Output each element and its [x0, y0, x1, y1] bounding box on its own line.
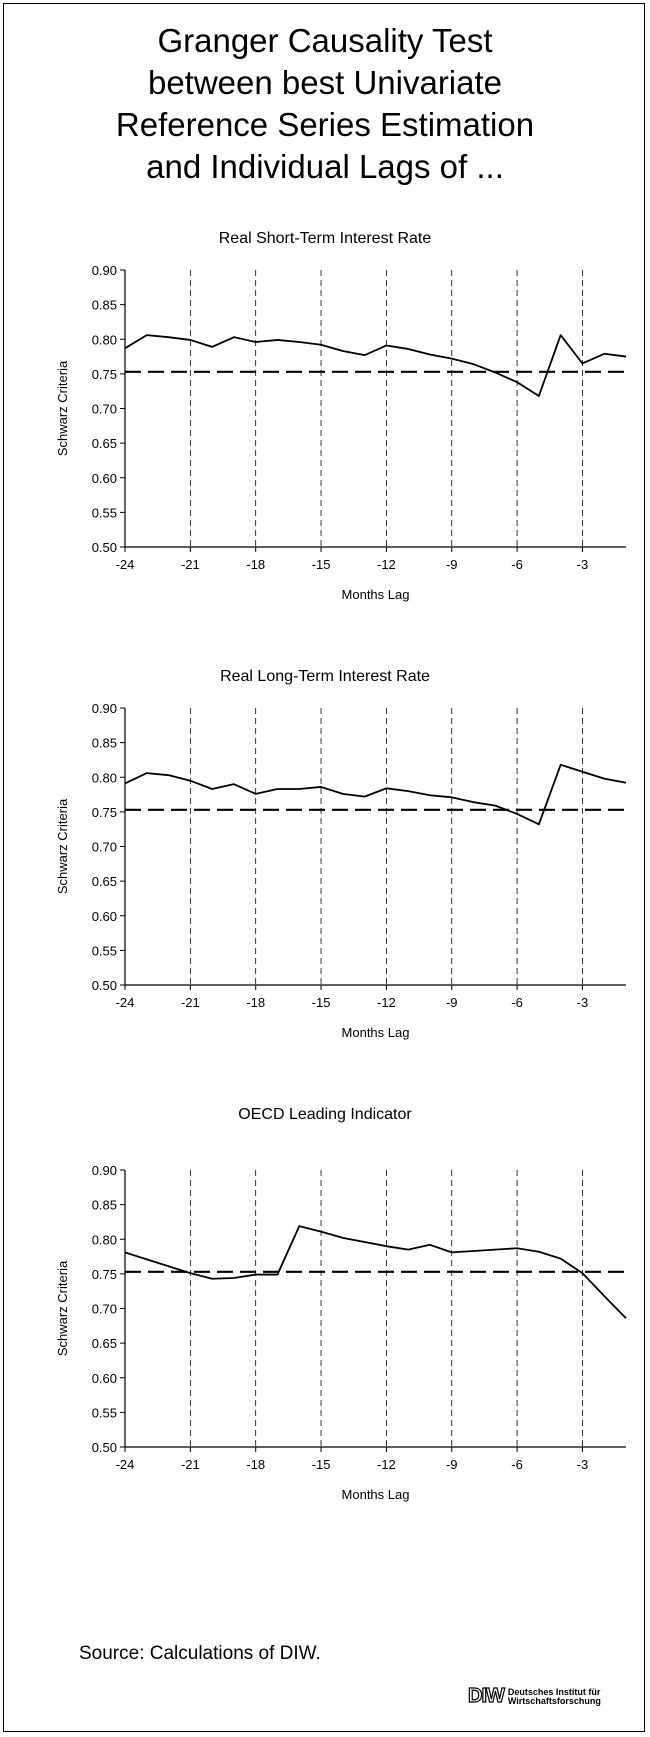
y-tick-label: 0.50 — [92, 978, 117, 993]
title-line: Reference Series Estimation — [115, 106, 535, 143]
x-tick-label: -24 — [116, 557, 135, 572]
x-tick-label: -9 — [446, 995, 458, 1010]
x-axis-label: Months Lag — [342, 587, 410, 602]
y-tick-label: 0.55 — [92, 505, 117, 520]
x-tick-label: -3 — [577, 995, 589, 1010]
y-tick-label: 0.70 — [92, 1302, 117, 1317]
x-tick-label: -6 — [511, 995, 523, 1010]
x-tick-label: -15 — [312, 1457, 331, 1472]
y-tick-label: 0.85 — [92, 736, 117, 751]
y-tick-label: 0.75 — [92, 1267, 117, 1282]
x-tick-label: -18 — [246, 1457, 265, 1472]
chart-long-term-rate: 0.50 0.55 0.60 0.65 0.70 0.75 0.80 0.85 0.90 -24 -… — [55, 701, 627, 1040]
x-tick-label: -12 — [377, 1457, 396, 1472]
y-tick-label: 0.85 — [92, 298, 117, 313]
x-tick-label: -24 — [116, 995, 135, 1010]
y-tick-label: 0.90 — [92, 1163, 117, 1178]
y-tick-label: 0.75 — [92, 367, 117, 382]
x-tick-label: -6 — [511, 557, 523, 572]
y-tick-label: 0.65 — [92, 1336, 117, 1351]
x-tick-label: -6 — [511, 1457, 523, 1472]
chart-oecd-leading-indicator: 0.50 0.55 0.60 0.65 0.70 0.75 0.80 0.85 0.90 -24 -… — [55, 1163, 627, 1502]
series-line — [124, 334, 627, 397]
title-line: Granger Causality Test — [157, 22, 493, 59]
figure-frame — [3, 3, 645, 1732]
x-tick-label: -21 — [181, 1457, 200, 1472]
chart-title-oecd: OECD Leading Indicator — [238, 1106, 412, 1123]
x-tick-label: -21 — [181, 995, 200, 1010]
y-tick-label: 0.85 — [92, 1198, 117, 1213]
x-tick-label: -9 — [446, 1457, 458, 1472]
y-tick-label: 0.65 — [92, 436, 117, 451]
y-axis-label: Schwarz Criteria — [55, 1260, 70, 1356]
x-tick-label: -12 — [377, 995, 396, 1010]
y-tick-label: 0.80 — [92, 1232, 117, 1247]
y-tick-label: 0.50 — [92, 1440, 117, 1455]
y-tick-label: 0.75 — [92, 805, 117, 820]
x-tick-label: -12 — [377, 557, 396, 572]
x-tick-label: -21 — [181, 557, 200, 572]
y-tick-label: 0.90 — [92, 701, 117, 716]
logo-line: Wirtschaftsforschung — [507, 1695, 601, 1706]
x-tick-label: -15 — [312, 557, 331, 572]
source-note: Source: Calculations of DIW. — [79, 1643, 321, 1664]
x-tick-label: -18 — [246, 557, 265, 572]
x-tick-label: -15 — [312, 995, 331, 1010]
logo-text: Deutsches Institut für Wirtschaftsforsch… — [507, 1686, 601, 1706]
y-tick-label: 0.80 — [92, 332, 117, 347]
chart-short-term-rate: 0.50 0.55 0.60 0.65 0.70 0.75 0.80 0.85 0.90 -24 -… — [55, 263, 627, 602]
x-tick-label: -3 — [577, 557, 589, 572]
x-tick-label: -3 — [577, 1457, 589, 1472]
series-line — [124, 763, 627, 826]
y-tick-label: 0.50 — [92, 540, 117, 555]
logo-line: Deutsches Institut für — [507, 1686, 601, 1697]
y-tick-label: 0.55 — [92, 943, 117, 958]
y-tick-label: 0.80 — [92, 770, 117, 785]
y-tick-label: 0.60 — [92, 909, 117, 924]
y-tick-label: 0.60 — [92, 1371, 117, 1386]
diw-logo: DIW Deutsches Institut für Wirtschaftsfo… — [467, 1684, 601, 1708]
x-tick-label: -24 — [116, 1457, 135, 1472]
x-axis-label: Months Lag — [342, 1487, 410, 1502]
chart-title-short-term: Real Short-Term Interest Rate — [218, 230, 432, 247]
y-tick-label: 0.55 — [92, 1405, 117, 1420]
title-line: and Individual Lags of ... — [146, 148, 504, 185]
y-axis-label: Schwarz Criteria — [55, 360, 70, 456]
logo-mark: DIW — [467, 1684, 505, 1707]
main-title: Granger Causality Test between best Univ… — [0, 20, 650, 188]
y-axis-label: Schwarz Criteria — [55, 798, 70, 894]
title-line: between best Univariate — [147, 64, 503, 101]
series-line — [124, 1225, 627, 1319]
x-tick-label: -18 — [246, 995, 265, 1010]
x-axis-label: Months Lag — [342, 1025, 410, 1040]
y-tick-label: 0.70 — [92, 840, 117, 855]
x-tick-label: -9 — [446, 557, 458, 572]
y-tick-label: 0.65 — [92, 874, 117, 889]
y-tick-label: 0.90 — [92, 263, 117, 278]
chart-title-long-term: Real Long-Term Interest Rate — [220, 668, 430, 685]
y-tick-label: 0.60 — [92, 471, 117, 486]
y-tick-label: 0.70 — [92, 402, 117, 417]
